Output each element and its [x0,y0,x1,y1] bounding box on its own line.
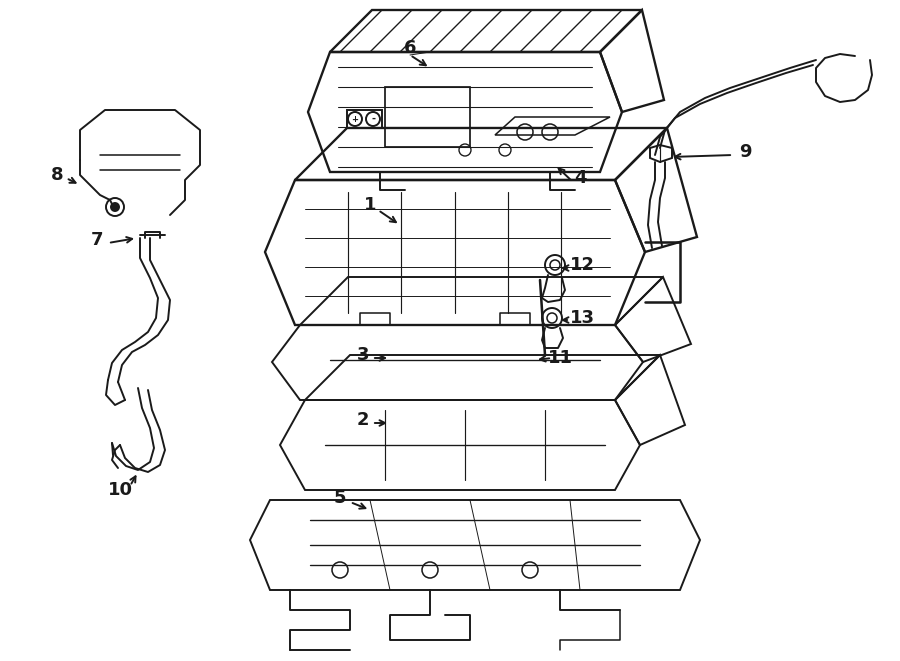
Text: 1: 1 [364,196,376,214]
Text: 10: 10 [107,481,132,499]
Text: 3: 3 [356,346,369,364]
Text: -: - [371,114,375,124]
Text: 2: 2 [356,411,369,429]
Text: 12: 12 [570,256,595,274]
Text: 8: 8 [50,166,63,184]
Text: 11: 11 [547,349,572,367]
Text: 5: 5 [334,489,346,507]
Text: 6: 6 [404,39,416,57]
Text: 4: 4 [574,169,586,187]
Text: +: + [352,114,358,124]
Text: 9: 9 [739,143,752,161]
Text: 7: 7 [91,231,104,249]
Circle shape [111,203,119,211]
Text: 13: 13 [570,309,595,327]
